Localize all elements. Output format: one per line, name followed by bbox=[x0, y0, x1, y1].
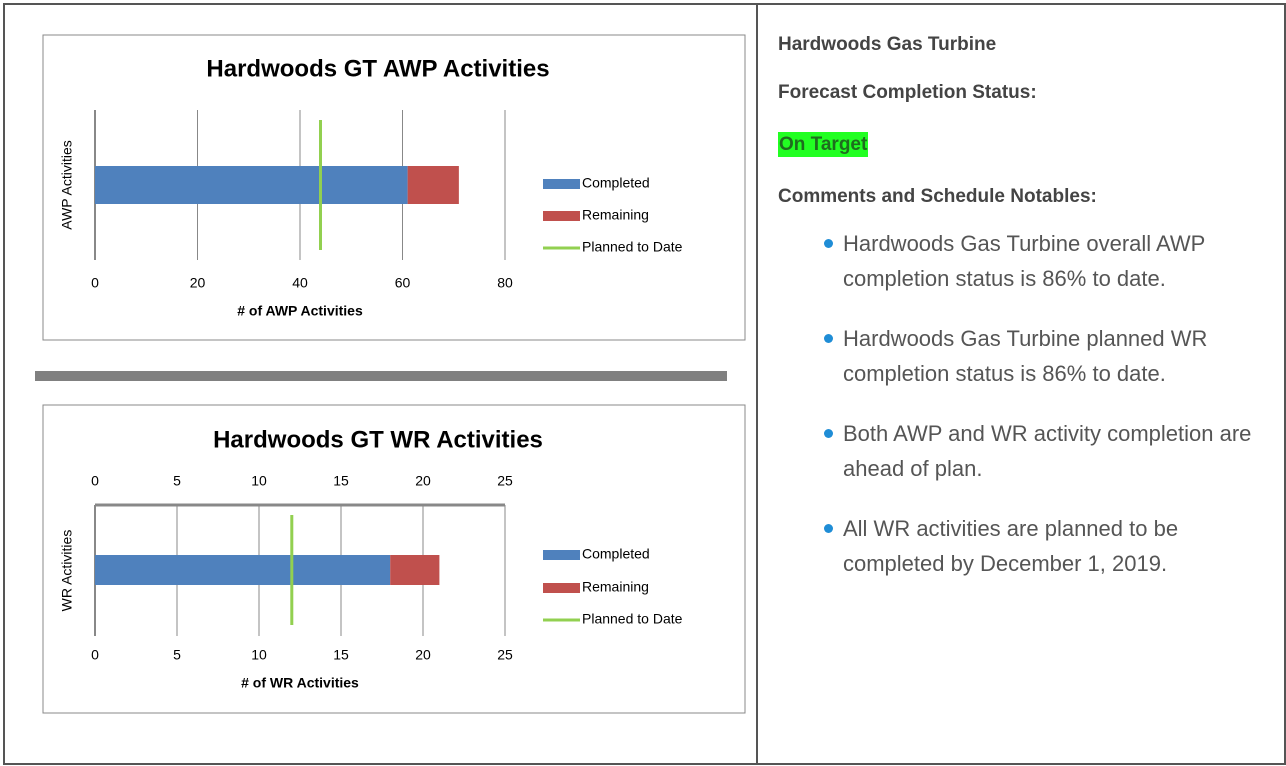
x-tick-label: 0 bbox=[91, 275, 99, 291]
comment: Both AWP and WR activity completion are … bbox=[778, 416, 1258, 486]
x-tick-label-top: 5 bbox=[173, 473, 181, 489]
comments-label: Comments and Schedule Notables: bbox=[778, 186, 1097, 207]
bar-segment bbox=[390, 555, 440, 585]
x-tick-label-top: 20 bbox=[415, 473, 431, 489]
x-tick-label: 25 bbox=[497, 647, 513, 663]
x-tick-label: 40 bbox=[292, 275, 308, 291]
legend-label: Remaining bbox=[582, 207, 649, 223]
panel-title: Hardwoods Gas Turbine bbox=[778, 34, 997, 55]
comment: Hardwoods Gas Turbine planned WR complet… bbox=[778, 321, 1258, 391]
bullet bbox=[824, 524, 833, 533]
x-tick-label: 80 bbox=[497, 275, 513, 291]
legend-label: Planned to Date bbox=[582, 611, 683, 627]
chart-title: Hardwoods GT WR Activities bbox=[213, 426, 543, 453]
x-tick-label-top: 15 bbox=[333, 473, 349, 489]
x-tick-label: 10 bbox=[251, 647, 267, 663]
legend-swatch bbox=[543, 179, 580, 189]
x-tick-label-top: 0 bbox=[91, 473, 99, 489]
x-tick-label: 20 bbox=[190, 275, 206, 291]
legend-swatch bbox=[543, 211, 580, 221]
bar-segment bbox=[95, 555, 391, 585]
status: On Target bbox=[778, 132, 869, 157]
separator bbox=[35, 371, 727, 381]
comments: Hardwoods Gas Turbine overall AWP comple… bbox=[778, 226, 1258, 606]
comment: Hardwoods Gas Turbine overall AWP comple… bbox=[778, 226, 1258, 296]
x-tick-label: 15 bbox=[333, 647, 349, 663]
bullet bbox=[824, 334, 833, 343]
x-tick-label-top: 10 bbox=[251, 473, 267, 489]
legend-swatch bbox=[543, 550, 580, 560]
y-axis-label: AWP Activities bbox=[59, 140, 75, 229]
bullet bbox=[824, 239, 833, 248]
legend-swatch bbox=[543, 583, 580, 593]
x-axis-label: # of AWP Activities bbox=[237, 303, 363, 319]
x-axis-label: # of WR Activities bbox=[241, 675, 359, 691]
divider bbox=[756, 3, 758, 763]
chart-title: Hardwoods GT AWP Activities bbox=[206, 55, 549, 82]
status-label: Forecast Completion Status: bbox=[778, 82, 1037, 103]
charts: Hardwoods GT AWP Activities AWP Activitie… bbox=[35, 34, 746, 714]
y-axis-label: WR Activities bbox=[59, 530, 75, 612]
bullet bbox=[824, 429, 833, 438]
legend-label: Planned to Date bbox=[582, 239, 683, 255]
comment: All WR activities are planned to be comp… bbox=[778, 511, 1258, 581]
bar-segment bbox=[95, 166, 408, 204]
x-tick-label: 0 bbox=[91, 647, 99, 663]
x-tick-label-top: 25 bbox=[497, 473, 513, 489]
bar-segment bbox=[407, 166, 459, 204]
legend-label: Remaining bbox=[582, 579, 649, 595]
frame bbox=[3, 3, 1286, 765]
x-tick-label: 60 bbox=[395, 275, 411, 291]
x-tick-label: 5 bbox=[173, 647, 181, 663]
legend-label: Completed bbox=[582, 175, 650, 191]
legend-label: Completed bbox=[582, 546, 650, 562]
x-tick-label: 20 bbox=[415, 647, 431, 663]
